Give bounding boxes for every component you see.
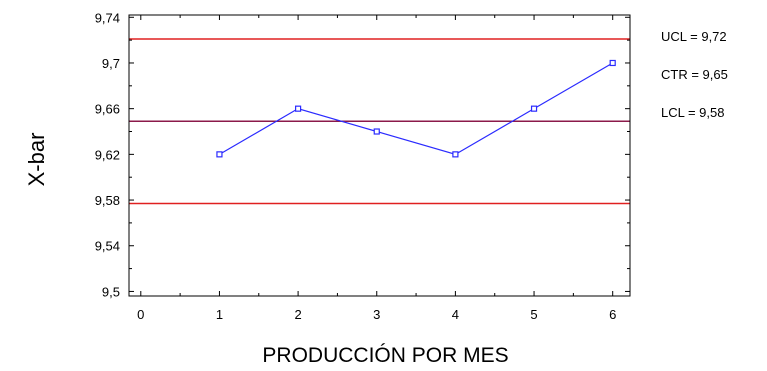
- control-limits: [129, 38, 630, 205]
- x-tick-label: 3: [373, 307, 380, 322]
- data-series: [216, 59, 616, 158]
- control-limit-label: UCL = 9,72: [661, 29, 727, 44]
- x-tick-label: 4: [452, 307, 459, 322]
- x-tick-label: 5: [530, 307, 537, 322]
- x-tick-label: 0: [137, 307, 144, 322]
- data-point: [609, 59, 616, 67]
- y-tick-label: 9,62: [95, 147, 120, 162]
- data-point: [216, 151, 223, 158]
- y-axis: 9,5 9,54 9,58 9,62 9,66 9,7 9,74: [95, 10, 630, 299]
- x-tick-label: 2: [294, 307, 301, 322]
- data-point: [452, 151, 459, 158]
- plot-frame: [128, 14, 631, 297]
- y-tick-label: 9,5: [102, 284, 120, 299]
- x-axis-title: PRODUCCIÓN POR MES: [262, 344, 508, 367]
- y-tick-label: 9,58: [95, 193, 120, 208]
- y-tick-label: 9,74: [95, 10, 120, 25]
- data-point: [294, 105, 302, 112]
- y-tick-label: 9,7: [102, 56, 120, 71]
- control-limit-label: LCL = 9,58: [661, 105, 724, 120]
- x-axis: 0 1 2 3 4 5 6: [137, 15, 616, 322]
- x-tick-label: 1: [216, 307, 223, 322]
- y-tick-label: 9,66: [95, 102, 120, 117]
- control-limit-label: CTR = 9,65: [661, 67, 728, 82]
- data-point: [530, 105, 538, 112]
- y-axis-title: X-bar: [24, 133, 49, 187]
- x-tick-label: 6: [609, 307, 616, 322]
- control-limit-labels: UCL = 9,72 CTR = 9,65 LCL = 9,58: [661, 29, 728, 120]
- series-line: [219, 62, 613, 156]
- data-point: [373, 128, 380, 135]
- y-tick-label: 9,54: [95, 239, 120, 254]
